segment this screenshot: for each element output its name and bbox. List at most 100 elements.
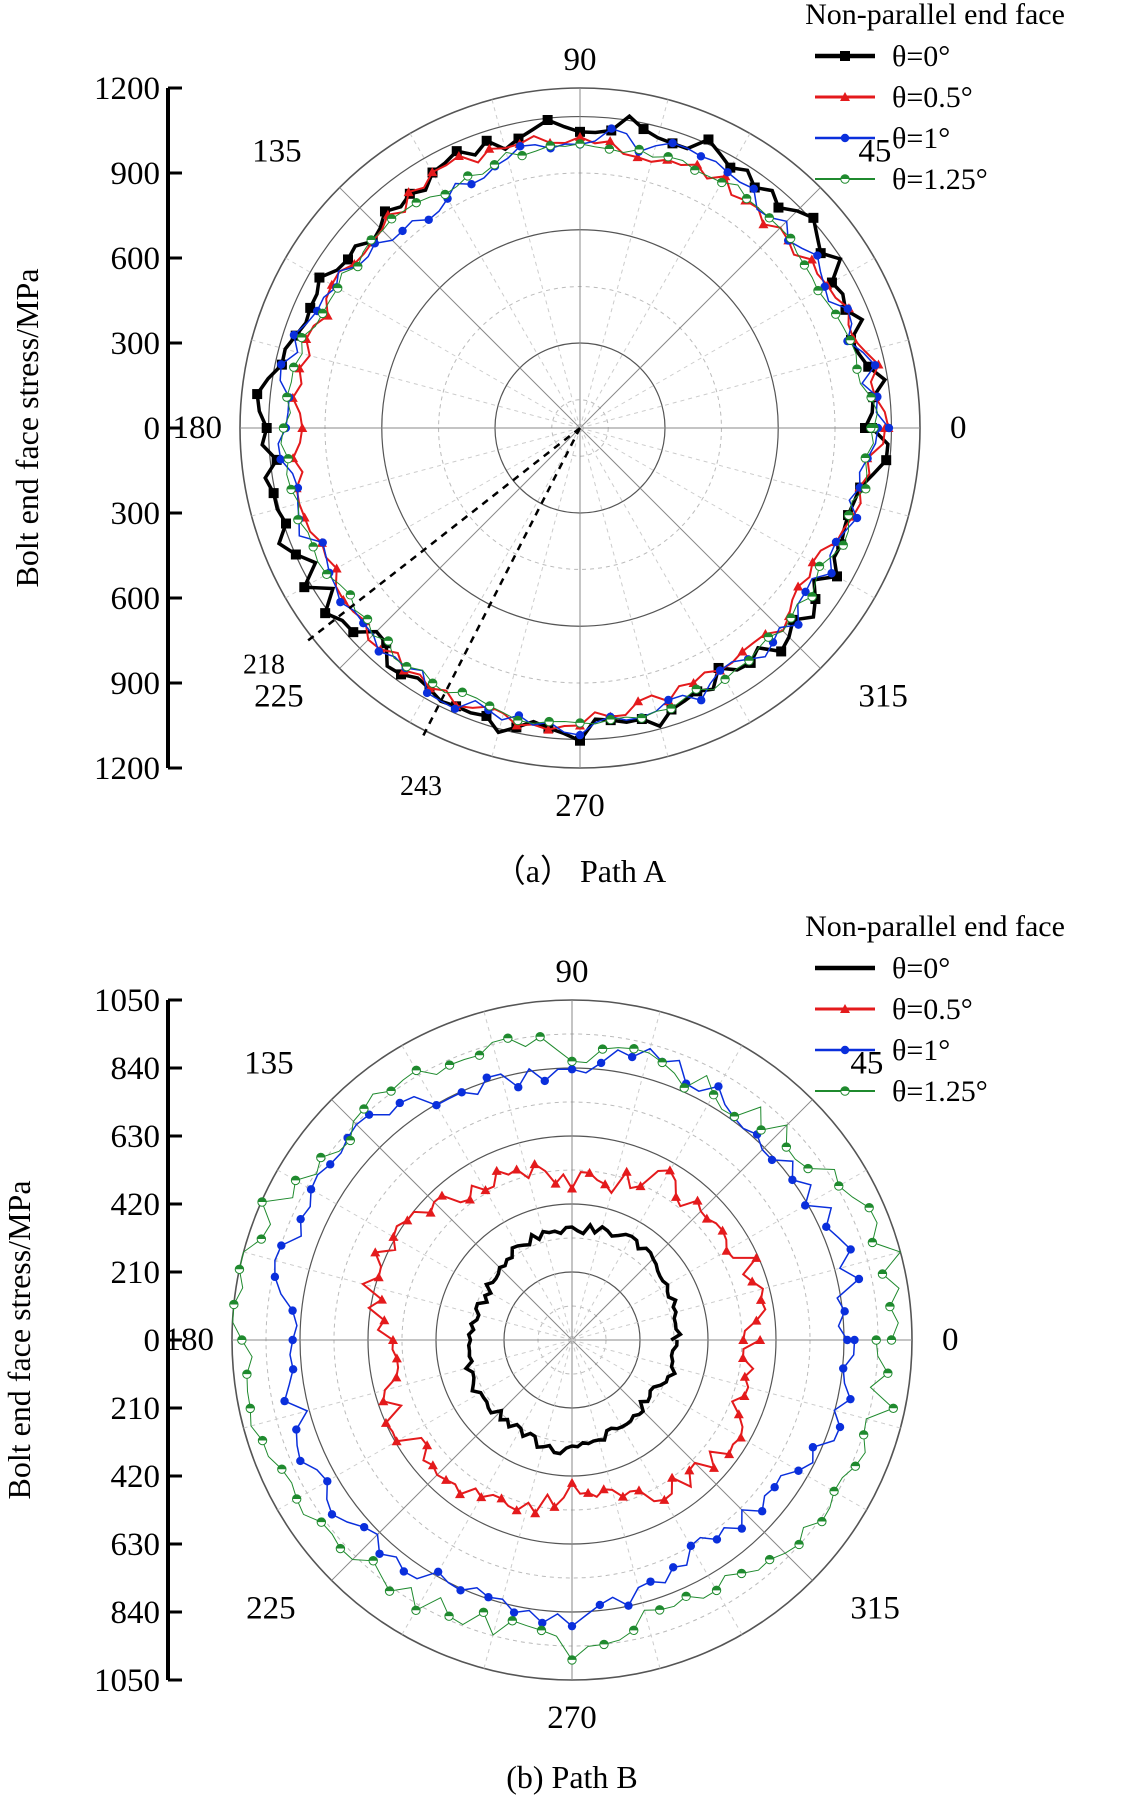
data-marker	[584, 1167, 595, 1177]
legend-label: θ=0.5°	[892, 81, 973, 114]
data-marker	[758, 219, 769, 229]
data-marker	[861, 484, 871, 494]
data-marker-fill	[286, 485, 296, 490]
data-marker-fill	[680, 1083, 689, 1088]
data-marker	[514, 1083, 523, 1092]
data-marker-fill	[537, 1626, 546, 1631]
data-marker-fill	[883, 1369, 893, 1374]
data-marker-fill	[346, 1136, 355, 1141]
data-marker	[308, 542, 318, 552]
radial-tick-label: 420	[111, 1187, 161, 1223]
data-marker	[575, 126, 585, 137]
data-marker	[507, 1616, 518, 1626]
series-3	[278, 139, 879, 728]
data-marker	[450, 704, 460, 714]
data-marker-fill	[322, 570, 331, 575]
data-marker	[747, 1276, 758, 1286]
data-marker	[788, 1175, 797, 1185]
data-marker-fill	[517, 151, 527, 156]
data-marker-fill	[258, 1436, 267, 1441]
legend-label: θ=0.5°	[892, 993, 973, 1026]
data-marker-fill	[598, 1044, 607, 1050]
radial-tick-label: 210	[111, 1255, 161, 1291]
series-line	[232, 1036, 902, 1661]
data-marker	[336, 597, 345, 607]
data-marker-fill	[742, 194, 751, 199]
data-marker	[840, 92, 850, 101]
data-marker	[485, 701, 495, 711]
data-marker	[427, 167, 438, 177]
data-marker	[411, 1065, 422, 1076]
data-marker	[749, 184, 758, 193]
data-marker	[681, 1591, 691, 1602]
radial-tick-label: 630	[111, 1119, 161, 1155]
data-marker	[257, 1435, 268, 1446]
data-marker	[711, 1585, 722, 1596]
data-marker	[721, 1245, 732, 1255]
data-marker	[724, 1449, 735, 1459]
angle-label: 45	[858, 134, 891, 170]
data-marker	[776, 646, 787, 657]
data-marker	[840, 1045, 850, 1055]
series-1	[360, 1159, 767, 1518]
data-marker-fill	[544, 717, 554, 722]
data-marker-fill	[412, 198, 421, 203]
data-marker	[509, 1608, 519, 1617]
data-marker	[286, 484, 296, 495]
data-marker	[860, 453, 870, 463]
data-marker	[838, 540, 848, 550]
data-marker	[391, 1372, 402, 1382]
grid-spoke	[243, 1339, 573, 1429]
data-marker-fill	[815, 562, 824, 567]
data-marker	[391, 1353, 402, 1363]
grid-spoke	[251, 339, 581, 429]
data-marker-fill	[235, 1265, 244, 1270]
data-marker	[234, 1264, 245, 1275]
data-marker	[245, 1403, 255, 1414]
data-marker	[362, 614, 373, 624]
data-marker	[638, 124, 649, 135]
data-marker	[667, 1472, 678, 1482]
data-marker	[781, 1142, 792, 1152]
data-marker	[383, 636, 393, 646]
data-marker	[366, 235, 376, 245]
polar-chart-path-b: 0459013518022527031510508406304202100210…	[1, 910, 1065, 1795]
data-marker	[843, 304, 852, 313]
data-marker	[831, 571, 842, 582]
data-marker	[463, 171, 473, 181]
data-marker	[575, 735, 585, 746]
data-marker-fill	[336, 1544, 345, 1549]
data-marker-fill	[385, 1586, 394, 1592]
data-marker	[305, 302, 316, 313]
data-marker	[801, 587, 810, 597]
data-marker	[575, 139, 585, 149]
data-marker	[583, 1487, 594, 1497]
grid-spoke	[571, 1169, 867, 1341]
data-marker	[540, 1076, 549, 1086]
data-marker	[701, 1213, 712, 1223]
data-marker	[517, 150, 527, 161]
data-marker	[767, 1155, 777, 1165]
data-marker	[480, 1185, 491, 1195]
data-marker	[852, 513, 862, 523]
series-line	[463, 1221, 684, 1456]
data-marker-fill	[737, 1569, 746, 1574]
data-marker	[276, 455, 285, 464]
data-marker	[723, 168, 732, 177]
data-marker	[567, 1056, 577, 1067]
data-marker	[744, 656, 754, 666]
data-marker	[690, 165, 700, 175]
data-marker-fill	[546, 141, 555, 146]
data-marker-fill	[717, 178, 726, 183]
data-marker	[293, 483, 303, 493]
data-marker	[229, 1299, 239, 1310]
data-marker	[803, 1163, 813, 1174]
data-marker	[829, 1486, 839, 1497]
grid-spoke	[571, 1099, 813, 1341]
data-marker	[496, 1493, 507, 1503]
data-marker-fill	[363, 615, 372, 620]
data-marker	[454, 1489, 465, 1499]
data-marker	[457, 687, 468, 697]
data-marker	[866, 392, 876, 403]
data-marker-fill	[284, 454, 293, 459]
